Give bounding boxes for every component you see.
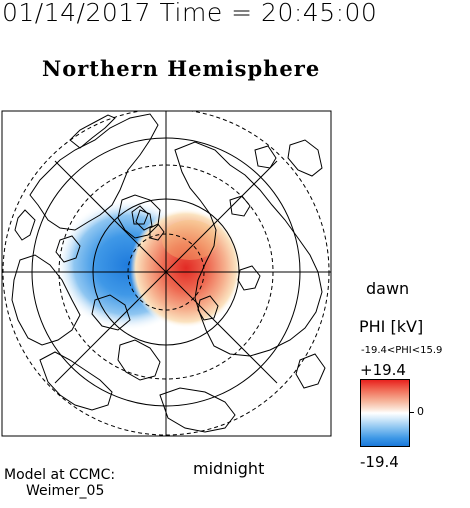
colorbar — [360, 379, 410, 447]
timestamp: 01/14/2017 Time = 20:45:00 — [2, 0, 378, 27]
model-credit-line2: Weimer_05 — [26, 483, 105, 499]
positive-potential-cell — [130, 208, 242, 328]
colorbar-min-label: -19.4 — [360, 453, 399, 471]
coastlines — [11, 113, 326, 433]
plot-title: Northern Hemisphere — [42, 56, 321, 81]
dawn-label: dawn — [366, 279, 410, 298]
colorbar-zero-tick — [409, 412, 414, 413]
map-frame — [1, 110, 332, 437]
midnight-label: midnight — [193, 459, 265, 478]
meridian-lines — [2, 111, 331, 436]
colorbar-zero-label: 0 — [417, 405, 424, 418]
colorbar-range: -19.4<PHI<15.9 — [361, 345, 443, 356]
colorbar-title: PHI [kV] — [359, 317, 424, 336]
colorbar-max-label: +19.4 — [360, 361, 406, 379]
model-credit-line1: Model at CCMC: — [4, 467, 116, 483]
